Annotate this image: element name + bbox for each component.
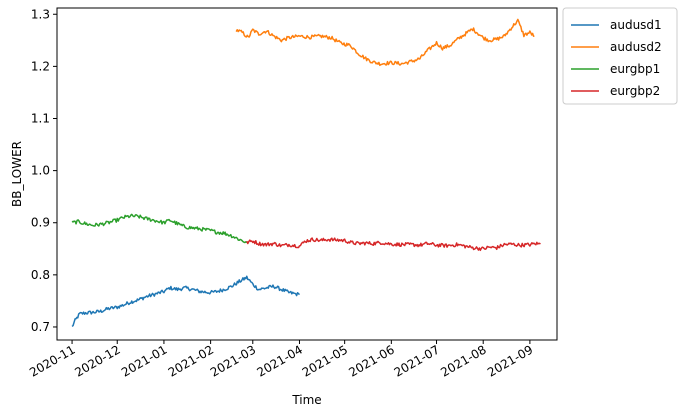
series-line-audusd1 bbox=[71, 275, 301, 327]
legend-label-eurgbp1: eurgbp1 bbox=[610, 62, 660, 76]
legend-label-audusd1: audusd1 bbox=[610, 18, 662, 32]
legend: audusd1 audusd2 eurgbp1 eurgbp2 bbox=[562, 7, 678, 105]
legend-label-audusd2: audusd2 bbox=[610, 40, 662, 54]
y-axis-label: BB_LOWER bbox=[10, 141, 24, 207]
y-axis: 0.7 0.8 0.9 1.0 1.1 1.2 1.3 bbox=[31, 7, 57, 334]
y-tick-label: 1.0 bbox=[31, 164, 50, 178]
y-tick-label: 1.1 bbox=[31, 111, 50, 125]
y-tick-label: 0.7 bbox=[31, 320, 50, 334]
legend-box bbox=[562, 7, 678, 105]
series-line-eurgbp2 bbox=[246, 237, 541, 252]
legend-label-eurgbp2: eurgbp2 bbox=[610, 84, 660, 98]
plot-frame bbox=[56, 7, 558, 341]
y-tick-label: 0.9 bbox=[31, 216, 50, 230]
plot-lines bbox=[71, 18, 541, 327]
y-tick-label: 1.2 bbox=[31, 59, 50, 73]
series-line-eurgbp1 bbox=[71, 213, 248, 244]
x-axis-label: Time bbox=[291, 393, 321, 407]
y-tick-label: 0.8 bbox=[31, 268, 50, 282]
series-line-audusd2 bbox=[235, 18, 535, 67]
y-tick-label: 1.3 bbox=[31, 7, 50, 21]
